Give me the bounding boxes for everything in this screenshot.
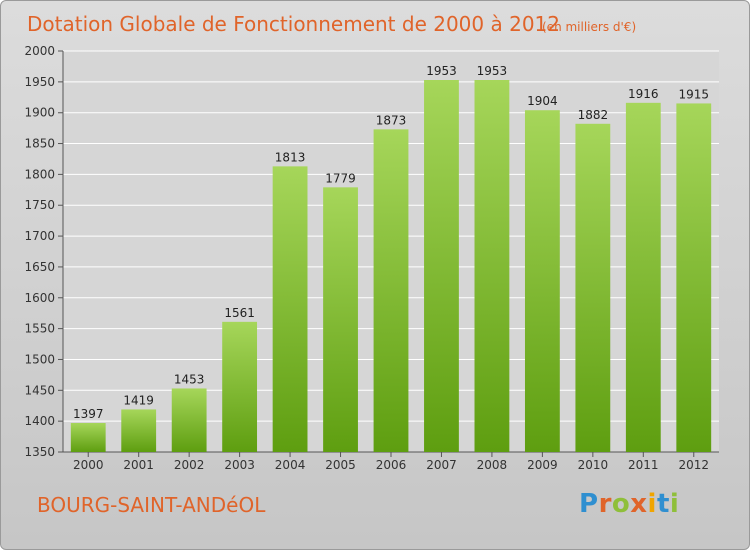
logo-letter: i [669,489,680,519]
chart-unit: (en milliers d'€) [542,20,636,34]
logo-letter: t [656,489,670,519]
logo-letter: x [630,489,648,519]
data-label-2003: 1561 [224,306,255,320]
bar-2010 [575,123,611,452]
y-tick-label: 1800 [24,167,55,181]
bar-2005 [323,187,358,452]
data-label-2006: 1873 [376,113,407,127]
y-tick-label: 1450 [24,383,55,397]
bar-2012 [676,103,712,452]
x-tick-label: 2005 [325,458,356,472]
x-tick-label: 2002 [174,458,205,472]
bar-2009 [524,110,560,453]
bar-2001 [121,409,157,452]
proxiti-logo: Proxiti [579,489,679,519]
x-tick-label: 2000 [73,458,104,472]
x-tick-label: 2003 [224,458,255,472]
logo-letter: i [647,489,657,519]
commune-name: BOURG-SAINT-ANDéOL [37,493,266,517]
y-tick-label: 1850 [24,137,55,151]
data-label-2012: 1915 [678,87,709,101]
y-tick-label: 1700 [24,229,55,243]
logo-letter: o [611,489,631,519]
x-tick-label: 2010 [578,458,609,472]
data-label-2001: 1419 [123,393,154,407]
x-tick-label: 2008 [477,458,508,472]
data-label-2002: 1453 [174,372,205,386]
bar-2008 [474,79,510,452]
y-tick-label: 1900 [24,106,55,120]
x-tick-label: 2009 [527,458,558,472]
y-tick-label: 1400 [24,414,55,428]
x-tick-label: 2007 [426,458,457,472]
bar-2002 [171,388,207,452]
chart-title: Dotation Globale de Fonctionnement de 20… [27,12,560,36]
bar-2000 [70,423,106,452]
plot-area: 1350 1400 1450 1500 1550 1600 1650 1700 1750 1800… [24,44,719,472]
bar-2004 [272,166,308,452]
bar-2007 [424,79,459,452]
data-label-2010: 1882 [578,108,609,122]
y-tick-label: 1350 [24,445,55,459]
data-label-2008: 1953 [477,64,508,78]
y-tick-label: 1950 [24,75,55,89]
y-tick-label: 1550 [24,322,55,336]
x-tick-label: 2004 [275,458,306,472]
data-label-2005: 1779 [325,171,356,185]
y-tick-label: 1650 [24,260,55,274]
y-tick-label: 2000 [24,44,55,58]
x-tick-label: 2001 [123,458,154,472]
x-tick-label: 2012 [678,458,709,472]
bar-2006 [373,129,409,452]
bar-2011 [625,102,661,453]
data-label-2007: 1953 [426,64,457,78]
y-tick-label: 1600 [24,291,55,305]
y-tick-label: 1750 [24,198,55,212]
data-label-2009: 1904 [527,94,558,108]
data-label-2004: 1813 [275,150,306,164]
x-tick-label: 2011 [628,458,659,472]
logo-letter: P [579,489,599,519]
x-tick-label: 2006 [376,458,407,472]
logo-letter: r [598,489,612,519]
data-label-2000: 1397 [73,407,104,421]
data-label-2011: 1916 [628,87,659,101]
bar-2003 [222,321,258,452]
y-tick-label: 1500 [24,352,55,366]
